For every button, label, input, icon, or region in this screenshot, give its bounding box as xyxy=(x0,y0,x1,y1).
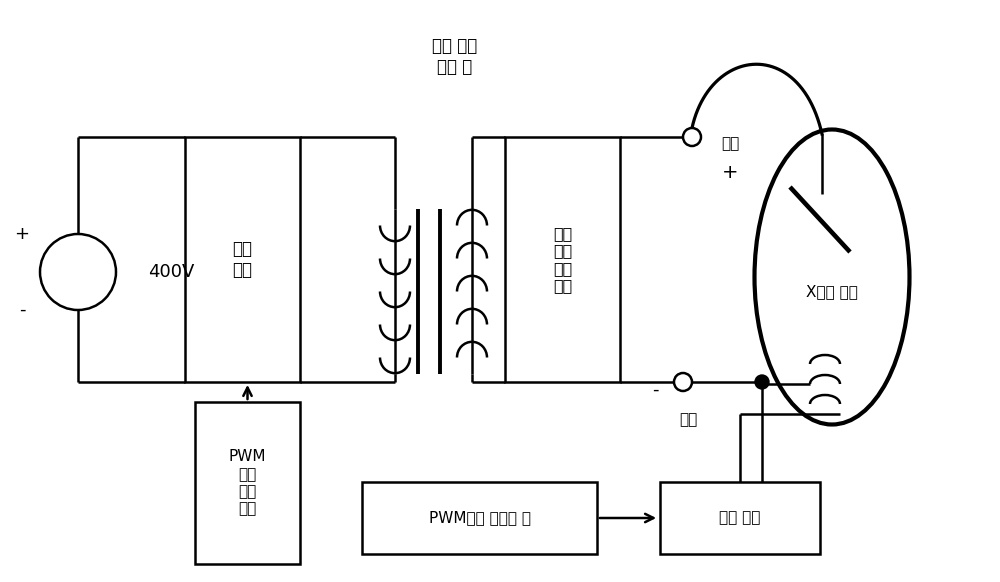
Text: 阴极: 阴极 xyxy=(679,413,697,428)
Bar xyxy=(505,137,620,382)
Bar xyxy=(185,137,300,382)
Bar xyxy=(362,482,597,554)
Text: +: + xyxy=(722,162,738,182)
Circle shape xyxy=(755,375,769,389)
Text: 灯丝 电源: 灯丝 电源 xyxy=(719,510,761,526)
Text: -: - xyxy=(19,301,25,319)
Text: 400V: 400V xyxy=(148,263,194,281)
Text: 逆变
电路: 逆变 电路 xyxy=(233,240,253,279)
Text: PWM
逆变
驱动
信号: PWM 逆变 驱动 信号 xyxy=(229,449,266,517)
Text: +: + xyxy=(15,225,30,243)
Text: 高频 高压
变压 器: 高频 高压 变压 器 xyxy=(432,37,478,76)
Text: -: - xyxy=(652,381,658,399)
Ellipse shape xyxy=(755,130,910,424)
Text: 高压
倍压
整流
电路: 高压 倍压 整流 电路 xyxy=(553,226,572,293)
Text: 阳极: 阳极 xyxy=(721,137,739,151)
Circle shape xyxy=(683,128,701,146)
Circle shape xyxy=(674,373,692,391)
Bar xyxy=(195,402,300,564)
Bar xyxy=(660,482,820,554)
Circle shape xyxy=(40,234,116,310)
Text: PWM灯丝 驱动信 号: PWM灯丝 驱动信 号 xyxy=(429,510,530,526)
Text: X射线 球管: X射线 球管 xyxy=(806,285,858,300)
